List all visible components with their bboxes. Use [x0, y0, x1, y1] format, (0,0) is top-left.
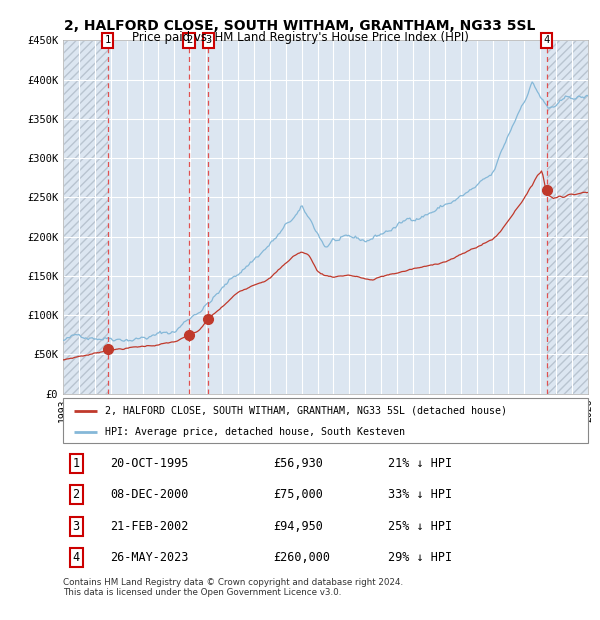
Bar [547, 40, 588, 394]
Text: 33% ↓ HPI: 33% ↓ HPI [389, 489, 452, 502]
Text: 08-DEC-2000: 08-DEC-2000 [110, 489, 188, 502]
Text: 26-MAY-2023: 26-MAY-2023 [110, 551, 188, 564]
Text: HPI: Average price, detached house, South Kesteven: HPI: Average price, detached house, Sout… [105, 427, 405, 437]
Text: Price paid vs. HM Land Registry's House Price Index (HPI): Price paid vs. HM Land Registry's House … [131, 31, 469, 44]
Text: Contains HM Land Registry data © Crown copyright and database right 2024.
This d: Contains HM Land Registry data © Crown c… [63, 578, 403, 597]
Text: 1: 1 [73, 457, 80, 470]
Text: 3: 3 [205, 35, 211, 45]
Text: £94,950: £94,950 [273, 520, 323, 533]
Bar [63, 40, 107, 394]
Text: 21-FEB-2002: 21-FEB-2002 [110, 520, 188, 533]
Text: 2, HALFORD CLOSE, SOUTH WITHAM, GRANTHAM, NG33 5SL (detached house): 2, HALFORD CLOSE, SOUTH WITHAM, GRANTHAM… [105, 405, 507, 416]
Text: 1: 1 [104, 35, 110, 45]
Text: 29% ↓ HPI: 29% ↓ HPI [389, 551, 452, 564]
Text: 4: 4 [544, 35, 550, 45]
Text: 4: 4 [73, 551, 80, 564]
Text: 2: 2 [73, 489, 80, 502]
Bar [547, 40, 588, 394]
Bar [63, 40, 107, 394]
Text: 2, HALFORD CLOSE, SOUTH WITHAM, GRANTHAM, NG33 5SL: 2, HALFORD CLOSE, SOUTH WITHAM, GRANTHAM… [64, 19, 536, 33]
Text: 3: 3 [73, 520, 80, 533]
Text: 20-OCT-1995: 20-OCT-1995 [110, 457, 188, 470]
Text: 2: 2 [186, 35, 192, 45]
Text: 25% ↓ HPI: 25% ↓ HPI [389, 520, 452, 533]
Text: £260,000: £260,000 [273, 551, 330, 564]
Text: 21% ↓ HPI: 21% ↓ HPI [389, 457, 452, 470]
Text: £75,000: £75,000 [273, 489, 323, 502]
Text: £56,930: £56,930 [273, 457, 323, 470]
